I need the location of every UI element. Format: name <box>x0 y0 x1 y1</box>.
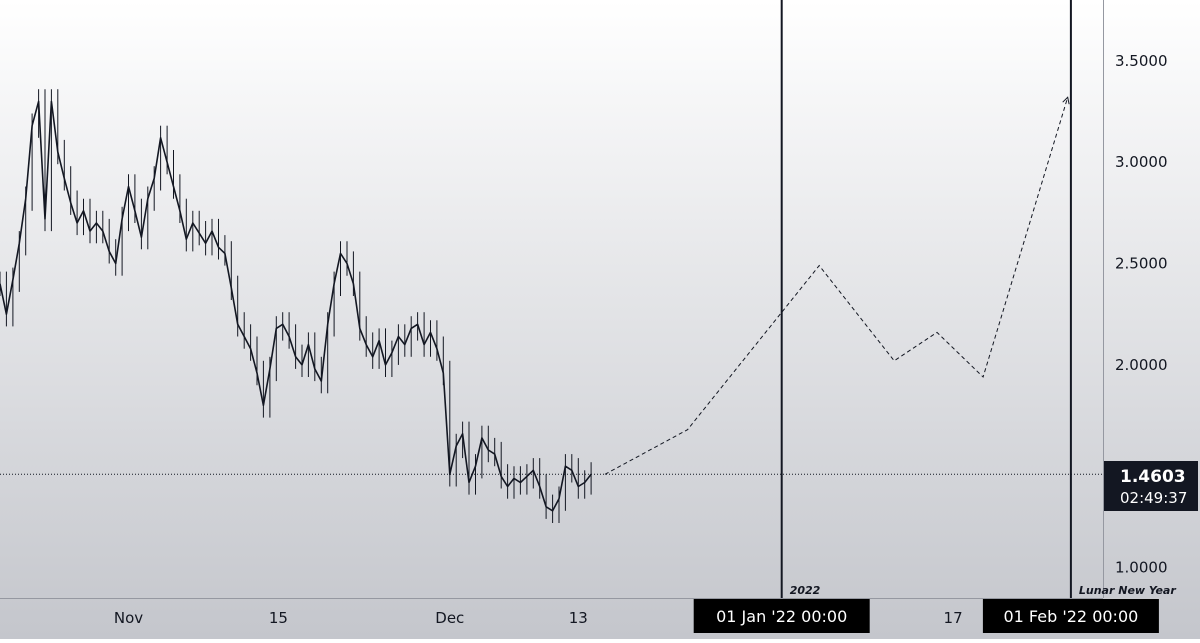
date-label: 01 Jan '22 00:00 <box>716 607 847 626</box>
date-label: 01 Feb '22 00:00 <box>1003 607 1138 626</box>
projection-line[interactable] <box>604 97 1069 475</box>
projection-arrowhead <box>1062 96 1070 105</box>
current-price-badge-bg <box>1104 461 1198 511</box>
price-tick-label: 3.0000 <box>1115 153 1168 171</box>
price-tick-label: 2.5000 <box>1115 255 1168 273</box>
time-scale[interactable]: Nov 15 Dec 13 17 <box>114 609 963 627</box>
current-price-value: 1.4603 <box>1120 467 1186 487</box>
vertical-markers: 2022 01 Jan '22 00:00 Lunar New Year 01 Feb… <box>693 0 1176 633</box>
time-tick-label: 13 <box>569 609 588 627</box>
time-tick-label: 17 <box>944 609 963 627</box>
date-label-box <box>693 599 870 633</box>
date-label-box <box>982 599 1159 633</box>
time-tick-label: Dec <box>435 609 464 627</box>
projection-path <box>604 96 1070 475</box>
time-tick-label: 15 <box>269 609 288 627</box>
price-scale[interactable]: 3.5000 3.0000 2.5000 2.0000 1.0000 <box>1115 52 1168 577</box>
current-price-countdown: 02:49:37 <box>1120 489 1187 507</box>
price-series <box>0 89 592 523</box>
time-tick-label: Nov <box>114 609 143 627</box>
current-price-badge: 1.4603 02:49:37 <box>1104 461 1198 511</box>
price-tick-label: 1.0000 <box>1115 559 1168 577</box>
price-tick-label: 3.5000 <box>1115 52 1168 70</box>
price-tick-label: 2.0000 <box>1115 356 1168 374</box>
session-label: Lunar New Year <box>1079 584 1176 597</box>
session-label: 2022 <box>790 584 821 597</box>
